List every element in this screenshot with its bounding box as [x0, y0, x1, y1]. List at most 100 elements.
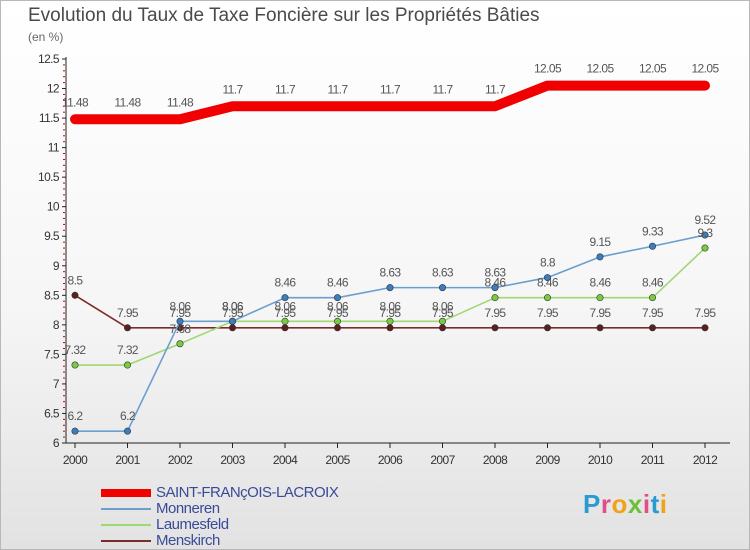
x-tick-label: 2001 [115, 453, 140, 467]
data-label: 11.48 [114, 95, 141, 109]
x-tick-label: 2006 [378, 453, 403, 467]
y-minor-tick [63, 318, 65, 320]
data-point [596, 324, 604, 332]
x-tick-label: 2010 [588, 453, 613, 467]
data-point [333, 324, 341, 332]
chart-title: Evolution du Taux de Taxe Foncière sur l… [28, 5, 540, 26]
x-tick-label: 2011 [641, 453, 665, 467]
data-label: 12.05 [586, 62, 614, 76]
y-minor-tick [63, 436, 65, 438]
y-minor-tick [63, 330, 65, 332]
logo-letter: i [642, 489, 651, 519]
y-tick-label: 8 [53, 318, 60, 332]
logo-letter: t [650, 489, 660, 519]
y-minor-tick [63, 229, 65, 231]
data-label: 8.46 [537, 276, 559, 290]
y-minor-tick [63, 129, 65, 131]
data-label: 8.5 [68, 273, 84, 287]
data-label: 8.63 [485, 266, 507, 280]
data-point [386, 317, 394, 325]
data-label: 8.8 [540, 256, 556, 270]
data-label: 7.95 [590, 306, 612, 320]
data-label: 11.7 [380, 82, 401, 96]
x-tick-label: 2000 [63, 453, 88, 467]
data-label: 11.7 [275, 82, 296, 96]
data-point [176, 340, 184, 348]
data-label: 7.95 [222, 306, 244, 320]
data-label: 11.7 [327, 82, 348, 96]
data-label: 12.05 [691, 62, 719, 76]
data-label: 9.15 [590, 235, 612, 249]
data-label: 9.3 [698, 226, 714, 240]
y-minor-tick [63, 247, 65, 249]
data-label: 8.46 [327, 276, 349, 290]
legend-label: Monneren [156, 500, 220, 517]
data-point [71, 361, 79, 369]
y-minor-tick [63, 105, 65, 107]
y-minor-tick [63, 389, 65, 391]
data-label: 7.32 [65, 343, 87, 357]
y-minor-tick [63, 223, 65, 225]
y-tick-label: 10.5 [38, 170, 60, 184]
y-minor-tick [63, 271, 65, 273]
logo-letter: r [600, 489, 612, 519]
legend-label: Laumesfeld [156, 516, 229, 533]
chart-unit-label: (en %) [28, 30, 64, 44]
legend-swatch [101, 524, 151, 526]
data-label: 8.46 [275, 276, 297, 290]
data-point [124, 361, 132, 369]
legend-label: Menskirch [156, 532, 220, 549]
y-minor-tick [63, 164, 65, 166]
y-minor-tick [63, 259, 65, 261]
y-tick-label: 7 [53, 377, 60, 391]
data-point [491, 294, 499, 302]
data-point [543, 324, 551, 332]
x-tick-label: 2012 [693, 453, 718, 467]
y-minor-tick [63, 123, 65, 125]
legend-label: SAINT-FRANçOIS-LACROIX [156, 484, 339, 501]
y-minor-tick [63, 377, 65, 379]
legend-swatch [101, 489, 151, 497]
data-label: 6.2 [68, 409, 84, 423]
x-tick-label: 2007 [430, 453, 455, 467]
legend-swatch [101, 508, 151, 510]
y-minor-tick [63, 407, 65, 409]
data-point [543, 294, 551, 302]
y-minor-tick [63, 253, 65, 255]
x-tick-label: 2008 [483, 453, 508, 467]
y-tick-label: 7.5 [44, 347, 60, 361]
data-label: 8.06 [222, 299, 244, 313]
y-minor-tick [63, 306, 65, 308]
data-label: 11.7 [432, 82, 453, 96]
data-label: 11.7 [485, 82, 506, 96]
y-tick-label: 11 [48, 141, 60, 155]
y-minor-tick [63, 401, 65, 403]
data-point [229, 317, 237, 325]
data-label: 9.33 [642, 224, 664, 238]
data-label: 9.52 [695, 213, 717, 227]
y-minor-tick [63, 64, 65, 66]
logo-letter: P [583, 489, 601, 519]
y-minor-tick [63, 282, 65, 284]
data-point [71, 291, 79, 299]
y-minor-tick [63, 188, 65, 190]
y-tick-label: 9 [53, 259, 60, 273]
data-label: 7.95 [432, 306, 454, 320]
data-label: 8.06 [275, 299, 297, 313]
y-minor-tick [63, 82, 65, 84]
data-point [438, 324, 446, 332]
data-label: 7.32 [117, 343, 139, 357]
y-minor-tick [63, 430, 65, 432]
data-label: 8.06 [222, 299, 244, 313]
data-point [333, 317, 341, 325]
y-minor-tick [63, 395, 65, 397]
y-minor-tick [63, 288, 65, 290]
y-minor-tick [63, 365, 65, 367]
data-point [648, 242, 656, 250]
y-tick-label: 11.5 [39, 111, 60, 125]
data-label: 7.95 [380, 306, 402, 320]
y-tick-label: 6 [53, 436, 60, 450]
data-label: 8.06 [380, 299, 402, 313]
y-minor-tick [63, 347, 65, 349]
